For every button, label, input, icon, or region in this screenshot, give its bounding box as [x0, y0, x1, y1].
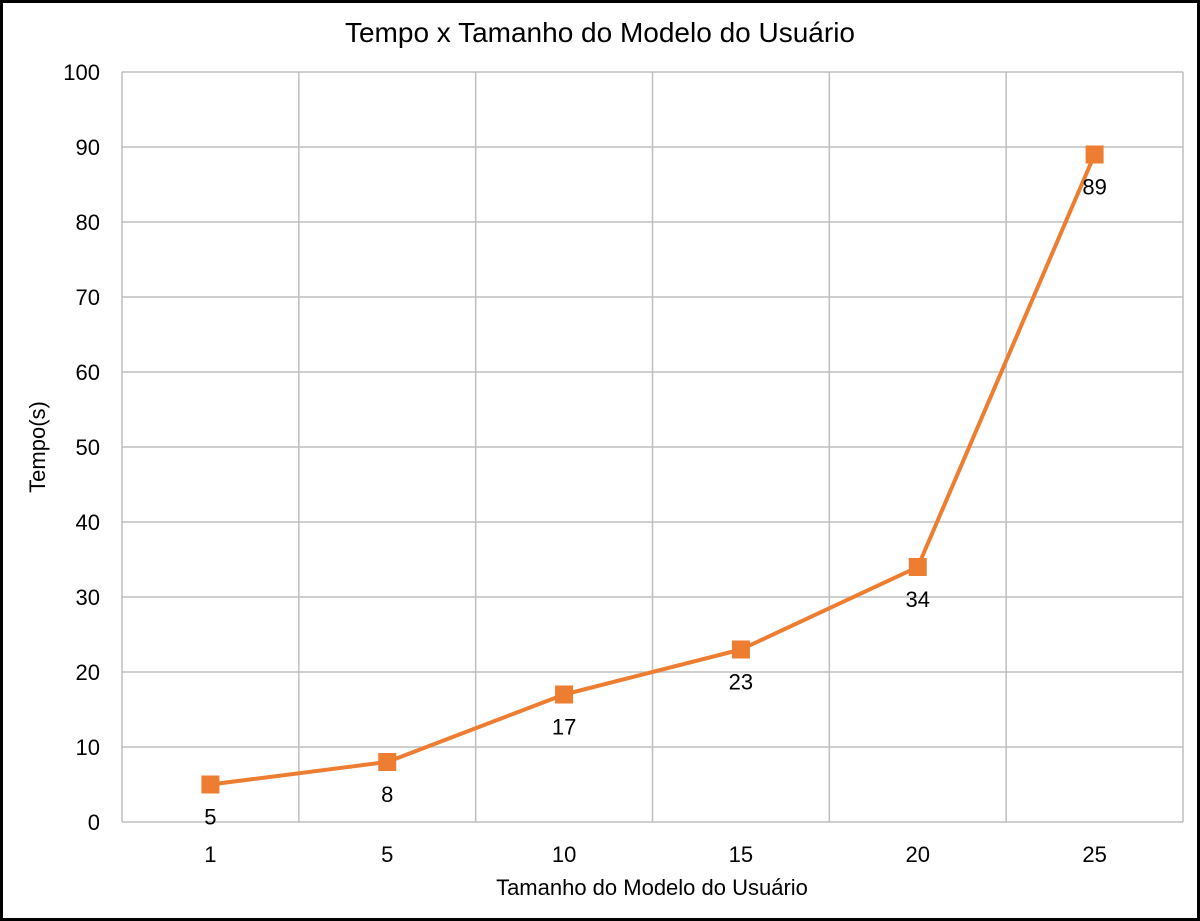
y-tick-label: 10 — [76, 735, 100, 760]
grid — [121, 71, 1184, 823]
data-point-marker — [1085, 145, 1104, 164]
y-tick-label: 80 — [76, 210, 100, 235]
data-label: 23 — [729, 670, 753, 695]
y-tick-label: 50 — [76, 435, 100, 460]
data-point-marker — [908, 558, 927, 576]
data-label: 8 — [381, 782, 393, 807]
y-tick-label: 70 — [76, 285, 100, 310]
data-label: 5 — [204, 805, 216, 830]
x-tick-label: 15 — [729, 842, 753, 867]
chart-title: Tempo x Tamanho do Modelo do Usuário — [345, 17, 855, 48]
data-point-marker — [731, 640, 750, 659]
y-axis-ticks: 0 10 20 30 40 50 60 70 80 90 100 — [63, 60, 100, 835]
x-tick-label: 20 — [906, 842, 930, 867]
data-label: 17 — [552, 715, 576, 740]
x-axis-ticks: 1 5 10 15 20 25 — [204, 842, 1107, 867]
x-tick-label: 10 — [552, 842, 576, 867]
y-tick-label: 30 — [76, 585, 100, 610]
y-tick-label: 90 — [76, 135, 100, 160]
y-tick-label: 60 — [76, 360, 100, 385]
data-point-marker — [555, 685, 574, 704]
series-layer: 5 8 17 23 34 89 — [201, 145, 1107, 830]
x-tick-label: 25 — [1082, 842, 1106, 867]
x-axis-label: Tamanho do Modelo do Usuário — [496, 875, 808, 900]
data-point-marker — [378, 753, 397, 771]
series-line — [210, 153, 1097, 787]
y-tick-label: 40 — [76, 510, 100, 535]
y-tick-label: 20 — [76, 660, 100, 685]
x-tick-label: 1 — [204, 842, 216, 867]
x-tick-label: 5 — [381, 842, 393, 867]
y-tick-label: 100 — [63, 60, 100, 85]
y-axis-label: Tempo(s) — [25, 401, 50, 493]
data-point-marker — [201, 775, 220, 794]
data-label: 89 — [1082, 175, 1106, 200]
data-label: 34 — [906, 587, 930, 612]
y-tick-label: 0 — [88, 810, 100, 835]
